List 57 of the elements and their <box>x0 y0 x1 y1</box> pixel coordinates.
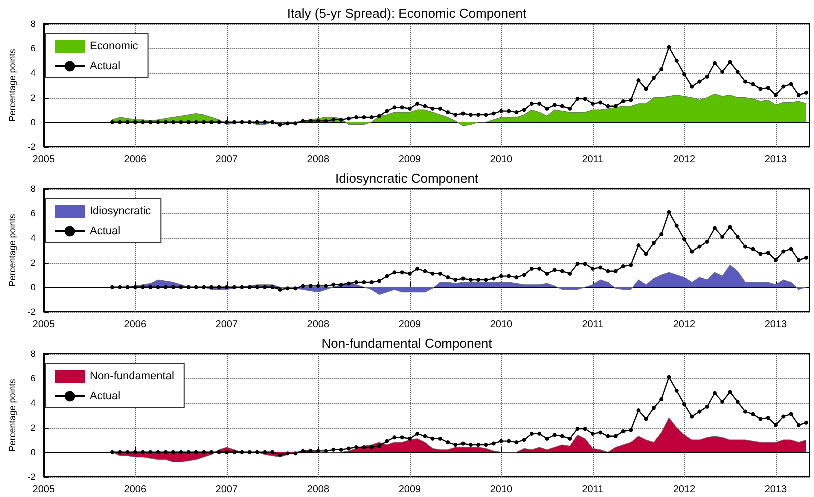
y-tick-label: 6 <box>30 208 36 219</box>
y-tick-label: 0 <box>30 117 36 128</box>
x-tick-label: 2006 <box>124 484 147 496</box>
x-tick-label: 2005 <box>32 484 56 496</box>
x-tick-label: 2005 <box>32 320 56 330</box>
x-tick-label: 2007 <box>216 320 238 330</box>
x-tick-label: 2008 <box>307 484 330 496</box>
x-tick-label: 2013 <box>764 320 788 330</box>
x-tick-label: 2010 <box>490 154 514 166</box>
y-tick-label: 4 <box>30 68 36 78</box>
y-tick-label: -2 <box>28 142 36 152</box>
chart-title: Italy (5-yr Spread): Economic Component <box>287 6 527 21</box>
x-tick-label: 2011 <box>582 484 604 496</box>
y-tick-label: 8 <box>30 349 36 359</box>
y-tick-label: -2 <box>28 307 36 317</box>
legend-label: Idiosyncratic <box>90 206 152 218</box>
x-tick-label: 2008 <box>307 320 330 330</box>
y-tick-label: 8 <box>30 184 36 194</box>
x-tick-label: 2010 <box>490 320 514 330</box>
y-tick-label: 0 <box>30 447 36 458</box>
x-tick-label: 2007 <box>216 484 238 496</box>
y-tick-label: 2 <box>30 422 36 433</box>
x-tick-label: 2013 <box>764 154 788 166</box>
legend-label: Actual <box>90 390 121 402</box>
legend-label: Non-fundamental <box>90 370 174 382</box>
y-axis-title: Percentage points <box>8 378 18 452</box>
y-axis-title: Percentage points <box>8 48 18 122</box>
x-tick-label: 2008 <box>307 154 330 166</box>
x-tick-label: 2009 <box>398 154 422 166</box>
x-tick-label: 2011 <box>582 154 604 166</box>
y-tick-label: 6 <box>30 374 36 384</box>
y-axis-title: Percentage points <box>8 214 18 287</box>
x-tick-label: 2005 <box>32 154 56 166</box>
y-tick-label: 2 <box>30 92 36 103</box>
x-tick-label: 2009 <box>398 320 422 330</box>
y-tick-label: 0 <box>30 282 36 292</box>
x-tick-label: 2012 <box>673 320 696 330</box>
legend-label: Actual <box>90 60 121 72</box>
y-tick-label: 4 <box>30 398 36 408</box>
legend-label: Economic <box>90 40 139 52</box>
x-tick-label: 2011 <box>582 320 604 330</box>
x-tick-label: 2006 <box>124 320 147 330</box>
legend-label: Actual <box>90 226 121 238</box>
x-tick-label: 2009 <box>398 484 422 496</box>
y-tick-label: 8 <box>30 19 36 29</box>
chart-title: Non-fundamental Component <box>322 336 493 351</box>
x-tick-label: 2006 <box>124 154 147 166</box>
x-tick-label: 2012 <box>673 484 696 496</box>
y-tick-label: 2 <box>30 258 36 268</box>
y-tick-label: -2 <box>28 472 36 482</box>
x-tick-label: 2010 <box>490 484 514 496</box>
x-tick-label: 2007 <box>216 154 238 166</box>
y-tick-label: 6 <box>30 44 36 54</box>
x-tick-label: 2012 <box>673 154 696 166</box>
x-tick-label: 2013 <box>764 484 788 496</box>
chart-title: Idiosyncratic Component <box>335 171 479 186</box>
y-tick-label: 4 <box>30 233 36 244</box>
